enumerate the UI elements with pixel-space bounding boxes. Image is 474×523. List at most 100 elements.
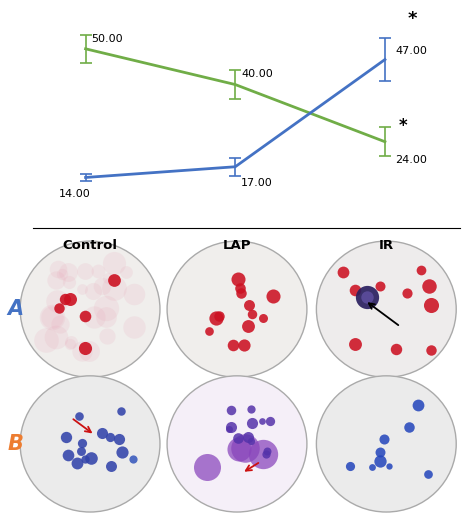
Point	[376, 457, 384, 465]
Point	[376, 448, 384, 456]
Point	[425, 281, 433, 290]
Point	[115, 435, 122, 443]
Point	[81, 454, 89, 463]
Point	[107, 462, 115, 470]
Point	[247, 405, 255, 413]
Point	[103, 332, 111, 340]
Text: B: B	[7, 434, 23, 454]
Point	[392, 345, 399, 354]
Point	[98, 281, 106, 290]
Point	[414, 401, 422, 410]
Point	[110, 284, 118, 292]
Point	[104, 274, 111, 282]
Point	[385, 462, 393, 470]
Text: Control: Control	[63, 239, 118, 252]
Point	[269, 292, 277, 300]
Point	[259, 314, 267, 323]
Point	[131, 323, 138, 331]
Point	[248, 418, 255, 427]
Ellipse shape	[20, 241, 160, 377]
Point	[215, 312, 222, 320]
Point	[102, 304, 109, 312]
Point	[82, 267, 89, 275]
Point	[424, 470, 431, 479]
Point	[130, 290, 138, 298]
Point	[235, 434, 242, 442]
Point	[75, 412, 83, 420]
Point	[64, 451, 72, 460]
Text: IR: IR	[379, 239, 394, 252]
Point	[55, 265, 62, 274]
Point	[102, 313, 110, 321]
Point	[245, 301, 253, 309]
Point	[56, 320, 64, 328]
Point	[351, 286, 359, 294]
Text: 14.00: 14.00	[59, 189, 91, 199]
Point	[122, 268, 129, 276]
Point	[212, 314, 220, 322]
Point	[78, 285, 86, 293]
Text: 50.00: 50.00	[91, 33, 123, 43]
Point	[247, 437, 255, 445]
Point	[352, 340, 359, 348]
Point	[237, 283, 244, 292]
Ellipse shape	[316, 241, 456, 377]
Text: LAP: LAP	[223, 239, 251, 252]
Point	[262, 450, 270, 459]
Point	[205, 327, 212, 336]
Point	[339, 268, 347, 276]
Point	[241, 444, 249, 452]
Point	[376, 282, 384, 290]
Point	[129, 454, 137, 463]
Point	[264, 447, 271, 455]
Point	[368, 463, 376, 471]
Point	[48, 312, 56, 321]
Point	[52, 276, 60, 285]
Point	[364, 293, 371, 302]
Point	[94, 267, 102, 276]
Point	[52, 333, 60, 342]
Text: *: *	[407, 10, 417, 28]
Point	[427, 301, 434, 310]
Point	[346, 462, 354, 471]
Point	[63, 433, 70, 441]
Point	[98, 429, 106, 438]
Point	[118, 407, 125, 415]
Point	[106, 433, 114, 441]
Point	[43, 336, 50, 344]
Point	[67, 338, 75, 347]
Point	[61, 295, 69, 303]
Point	[234, 275, 242, 283]
Ellipse shape	[167, 241, 307, 377]
Point	[428, 346, 435, 354]
Text: A: A	[7, 299, 23, 319]
Ellipse shape	[20, 376, 160, 512]
Point	[81, 344, 88, 353]
Point	[417, 265, 425, 274]
Point	[258, 417, 266, 425]
Point	[65, 278, 73, 286]
Point	[55, 304, 63, 312]
Point	[229, 341, 237, 349]
Point	[203, 463, 210, 471]
Ellipse shape	[316, 376, 456, 512]
Text: 47.00: 47.00	[395, 46, 427, 56]
Point	[227, 405, 235, 414]
Point	[78, 439, 86, 447]
Point	[240, 342, 248, 350]
Point	[245, 322, 252, 330]
Point	[405, 422, 412, 430]
Point	[248, 310, 255, 318]
Point	[90, 313, 98, 321]
Point	[64, 268, 72, 276]
Point	[66, 295, 74, 303]
Point	[66, 339, 74, 348]
Point	[381, 435, 388, 444]
Point	[48, 313, 56, 322]
Text: 17.00: 17.00	[241, 178, 273, 188]
Point	[118, 448, 126, 457]
Point	[364, 293, 371, 302]
Text: 24.00: 24.00	[395, 155, 427, 165]
Point	[266, 417, 273, 426]
Point	[403, 289, 410, 297]
